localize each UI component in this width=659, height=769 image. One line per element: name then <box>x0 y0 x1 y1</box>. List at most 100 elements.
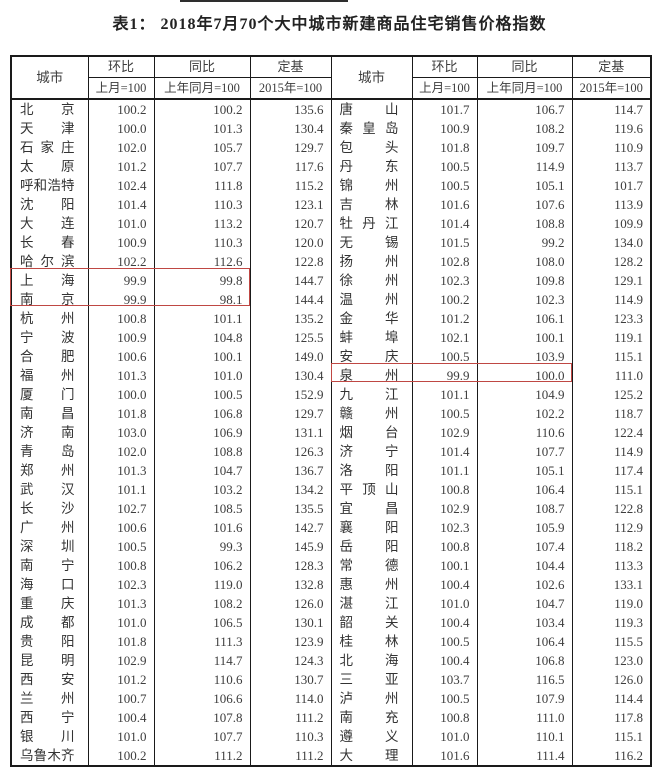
index-value-cell: 126.0 <box>571 670 652 689</box>
index-value-cell: 100.8 <box>411 708 478 727</box>
index-value-cell: 101.4 <box>87 195 155 214</box>
city-name-cell: 北京 <box>10 99 89 119</box>
city-name-cell: 金华 <box>330 309 413 328</box>
index-value-cell: 116.5 <box>476 670 573 689</box>
index-value-cell: 101.4 <box>411 442 478 461</box>
city-name-cell: 烟台 <box>330 423 413 442</box>
city-name-cell: 大理 <box>330 746 413 766</box>
index-value-cell: 101.7 <box>411 99 478 119</box>
index-value-cell: 106.4 <box>476 480 573 499</box>
index-value-cell: 111.2 <box>249 746 332 766</box>
index-value-cell: 102.3 <box>411 518 478 537</box>
index-value-cell: 102.2 <box>87 252 155 271</box>
index-value-cell: 132.8 <box>249 575 332 594</box>
index-value-cell: 114.9 <box>571 290 652 309</box>
index-value-cell: 105.1 <box>476 176 573 195</box>
header-fixed-base-left: 2015年=100 <box>249 77 332 100</box>
index-value-cell: 101.2 <box>87 157 155 176</box>
index-value-cell: 106.4 <box>476 632 573 651</box>
header-fixed-left: 定基 <box>249 56 332 78</box>
index-value-cell: 100.5 <box>87 537 155 556</box>
index-value-cell: 105.1 <box>476 461 573 480</box>
index-value-cell: 130.1 <box>249 613 332 632</box>
index-value-cell: 107.7 <box>476 442 573 461</box>
city-name-cell: 南昌 <box>10 404 89 423</box>
city-name-cell: 宜昌 <box>330 499 413 518</box>
index-value-cell: 105.7 <box>153 138 251 157</box>
index-value-cell: 99.8 <box>153 271 251 290</box>
city-name-cell: 湛江 <box>330 594 413 613</box>
table-row: 西安 101.2 110.6 130.7 三亚 103.7 116.5 126.0 <box>10 670 652 689</box>
table-row: 哈尔滨 102.2 112.6 122.8 扬州 102.8 108.0 128.2 <box>10 252 652 271</box>
index-value-cell: 100.2 <box>153 99 251 119</box>
index-value-cell: 103.9 <box>476 347 573 366</box>
index-value-cell: 122.8 <box>571 499 652 518</box>
city-name-cell: 九江 <box>330 385 413 404</box>
index-value-cell: 101.7 <box>571 176 652 195</box>
index-value-cell: 101.6 <box>411 195 478 214</box>
index-value-cell: 101.0 <box>411 594 478 613</box>
index-value-cell: 101.3 <box>87 366 155 385</box>
index-value-cell: 99.2 <box>476 233 573 252</box>
index-value-cell: 112.6 <box>153 252 251 271</box>
index-value-cell: 100.6 <box>87 518 155 537</box>
table-row: 南宁 100.8 106.2 128.3 常德 100.1 104.4 113.3 <box>10 556 652 575</box>
city-name-cell: 沈阳 <box>10 195 89 214</box>
index-value-cell: 100.5 <box>153 385 251 404</box>
index-value-cell: 106.8 <box>153 404 251 423</box>
city-name-cell: 兰州 <box>10 689 89 708</box>
index-value-cell: 110.3 <box>153 233 251 252</box>
index-value-cell: 109.9 <box>571 214 652 233</box>
city-name-cell: 北海 <box>330 651 413 670</box>
index-value-cell: 109.8 <box>476 271 573 290</box>
table-row: 厦门 100.0 100.5 152.9 九江 101.1 104.9 125.2 <box>10 385 652 404</box>
index-value-cell: 120.0 <box>249 233 332 252</box>
city-name-cell: 成都 <box>10 613 89 632</box>
city-name-cell: 长沙 <box>10 499 89 518</box>
index-value-cell: 108.8 <box>476 214 573 233</box>
city-name-cell: 天津 <box>10 119 89 138</box>
index-value-cell: 105.9 <box>476 518 573 537</box>
index-value-cell: 102.4 <box>87 176 155 195</box>
table-row: 上海 99.9 99.8 144.7 徐州 102.3 109.8 129.1 <box>10 271 652 290</box>
city-name-cell: 重庆 <box>10 594 89 613</box>
price-index-table: 城市 环比 同比 定基 城市 环比 同比 定基 上月=100 上年同月=100 … <box>10 55 652 767</box>
index-value-cell: 119.0 <box>153 575 251 594</box>
index-value-cell: 123.3 <box>571 309 652 328</box>
index-value-cell: 125.2 <box>571 385 652 404</box>
city-name-cell: 长春 <box>10 233 89 252</box>
index-value-cell: 102.0 <box>87 442 155 461</box>
index-value-cell: 135.5 <box>249 499 332 518</box>
city-name-cell: 唐山 <box>330 99 413 119</box>
city-name-cell: 青岛 <box>10 442 89 461</box>
index-value-cell: 101.1 <box>411 461 478 480</box>
index-value-cell: 101.0 <box>153 366 251 385</box>
table-row: 济南 103.0 106.9 131.1 烟台 102.9 110.6 122.4 <box>10 423 652 442</box>
index-value-cell: 100.0 <box>476 366 573 385</box>
city-name-cell: 平顶山 <box>330 480 413 499</box>
index-value-cell: 100.8 <box>411 537 478 556</box>
index-value-cell: 115.1 <box>571 347 652 366</box>
index-value-cell: 101.8 <box>411 138 478 157</box>
index-value-cell: 102.9 <box>411 499 478 518</box>
city-name-cell: 西安 <box>10 670 89 689</box>
city-name-cell: 扬州 <box>330 252 413 271</box>
index-value-cell: 115.1 <box>571 727 652 746</box>
index-value-cell: 129.7 <box>249 138 332 157</box>
table-header: 城市 环比 同比 定基 城市 环比 同比 定基 上月=100 上年同月=100 … <box>10 56 652 100</box>
table-row: 深圳 100.5 99.3 145.9 岳阳 100.8 107.4 118.2 <box>10 537 652 556</box>
city-name-cell: 岳阳 <box>330 537 413 556</box>
table-row: 石家庄 102.0 105.7 129.7 包头 101.8 109.7 110.9 <box>10 138 652 157</box>
index-value-cell: 99.9 <box>87 271 155 290</box>
city-name-cell: 无锡 <box>330 233 413 252</box>
index-value-cell: 100.4 <box>87 708 155 727</box>
city-name-cell: 泸州 <box>330 689 413 708</box>
city-name-cell: 遵义 <box>330 727 413 746</box>
index-value-cell: 102.3 <box>411 271 478 290</box>
index-value-cell: 131.1 <box>249 423 332 442</box>
index-value-cell: 113.9 <box>571 195 652 214</box>
city-name-cell: 福州 <box>10 366 89 385</box>
index-value-cell: 103.4 <box>476 613 573 632</box>
index-value-cell: 126.3 <box>249 442 332 461</box>
